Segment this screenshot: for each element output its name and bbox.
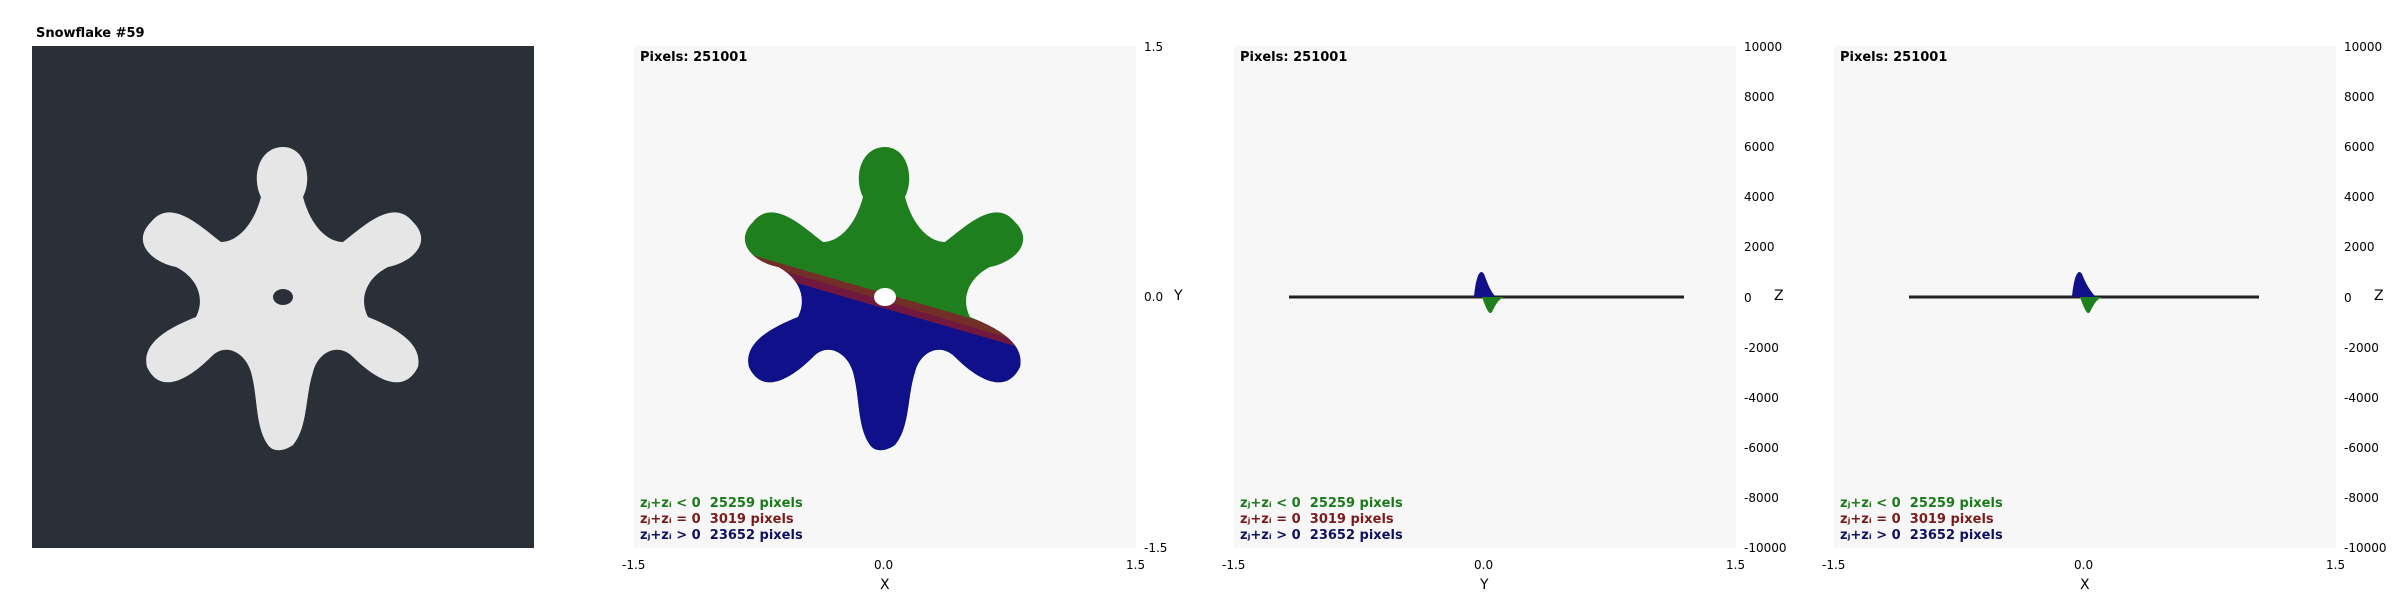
legend: zⱼ+zᵢ < 0 25259 pixels zⱼ+zᵢ = 0 3019 pi…	[1240, 496, 1403, 544]
x-tick: 0.0	[874, 558, 894, 572]
z-tick: 4000	[1744, 190, 1775, 205]
y-axis-label: Y	[1174, 288, 1183, 304]
z-tick: -8000	[2344, 490, 2379, 505]
y-tick: 1.5	[1144, 40, 1164, 54]
legend-negative: zⱼ+zᵢ < 0 25259 pixels	[640, 496, 803, 511]
legend-negative: zⱼ+zᵢ < 0 25259 pixels	[1240, 496, 1403, 511]
legend-positive: zⱼ+zᵢ > 0 23652 pixels	[1240, 528, 1403, 543]
legend: zⱼ+zᵢ < 0 25259 pixels zⱼ+zᵢ = 0 3019 pi…	[640, 496, 803, 544]
pixel-count: Pixels: 251001	[1240, 50, 1348, 65]
pixel-count: Pixels: 251001	[640, 50, 748, 65]
yz-projection-plot	[1289, 272, 1684, 314]
z-tick: 8000	[1744, 90, 1775, 105]
z-axis-label: Z	[2374, 288, 2384, 304]
xy-projection-panel: Pixels: 251001 zⱼ+zᵢ < 0 25259 pixels zⱼ…	[634, 46, 1136, 548]
z-tick: 10000	[1744, 40, 1783, 54]
x-tick: 0.0	[2074, 558, 2094, 572]
z-tick: -10000	[1744, 541, 1787, 555]
x-tick: 1.5	[1126, 558, 1146, 572]
yz-projection-panel: Pixels: 251001 zⱼ+zᵢ < 0 25259 pixels zⱼ…	[1234, 46, 1736, 548]
legend-zero: zⱼ+zᵢ = 0 3019 pixels	[1240, 512, 1394, 527]
z-tick: 6000	[2344, 140, 2375, 155]
legend-positive: zⱼ+zᵢ > 0 23652 pixels	[640, 528, 803, 543]
pixel-count: Pixels: 251001	[1840, 50, 1948, 65]
x-tick: 1.5	[2326, 558, 2346, 572]
z-tick: 0	[2344, 290, 2352, 305]
x-axis-label: X	[880, 577, 890, 593]
x-tick: -1.5	[622, 558, 646, 572]
z-tick: -10000	[2344, 541, 2387, 555]
x-axis-label: Y	[1480, 577, 1489, 593]
legend-negative: zⱼ+zᵢ < 0 25259 pixels	[1840, 496, 2003, 511]
x-tick: -1.5	[1222, 558, 1246, 572]
figure-title: Snowflake #59	[36, 26, 145, 41]
z-tick: 10000	[2344, 40, 2383, 54]
z-tick: -8000	[1744, 490, 1779, 505]
x-tick: 0.0	[1474, 558, 1494, 572]
legend: zⱼ+zᵢ < 0 25259 pixels zⱼ+zᵢ = 0 3019 pi…	[1840, 496, 2003, 544]
xz-projection-plot	[1909, 272, 2259, 314]
z-tick: -2000	[2344, 340, 2379, 355]
x-tick: 1.5	[1726, 558, 1746, 572]
z-tick: 2000	[1744, 240, 1775, 255]
z-tick: 6000	[1744, 140, 1775, 155]
x-tick: -1.5	[1822, 558, 1846, 572]
legend-positive: zⱼ+zᵢ > 0 23652 pixels	[1840, 528, 2003, 543]
z-tick: 0	[1744, 290, 1752, 305]
x-axis-label: X	[2080, 577, 2090, 593]
xz-projection-panel: Pixels: 251001 zⱼ+zᵢ < 0 25259 pixels zⱼ…	[1834, 46, 2336, 548]
y-tick: 0.0	[1144, 290, 1164, 304]
z-tick: -4000	[1744, 390, 1779, 405]
z-tick: -6000	[1744, 440, 1779, 455]
snowflake-image-panel	[32, 46, 534, 548]
z-tick: 8000	[2344, 90, 2375, 105]
z-tick: -6000	[2344, 440, 2379, 455]
xy-projection-plot	[744, 147, 1024, 451]
z-tick: -2000	[1744, 340, 1779, 355]
snowflake-image	[142, 147, 422, 451]
legend-zero: zⱼ+zᵢ = 0 3019 pixels	[1840, 512, 1994, 527]
z-tick: -4000	[2344, 390, 2379, 405]
z-tick: 2000	[2344, 240, 2375, 255]
z-axis-label: Z	[1774, 288, 1784, 304]
legend-zero: zⱼ+zᵢ = 0 3019 pixels	[640, 512, 794, 527]
y-tick: -1.5	[1144, 541, 1168, 555]
z-tick: 4000	[2344, 190, 2375, 205]
